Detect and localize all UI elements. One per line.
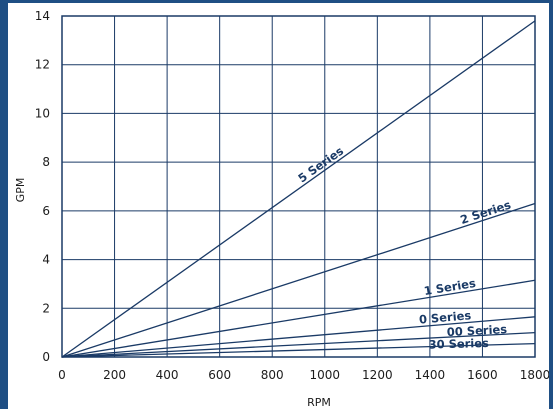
series-label: 30 Series: [428, 336, 489, 352]
x-tick-label: 400: [156, 368, 179, 382]
x-tick-label: 800: [261, 368, 284, 382]
series-line: [61, 279, 536, 358]
plot-frame: [61, 15, 536, 358]
series-line: [61, 202, 536, 358]
series-line: [61, 342, 536, 358]
series-label: 1 Series: [423, 276, 477, 298]
y-tick-label: 4: [42, 253, 50, 267]
series-label: 0 Series: [418, 308, 471, 326]
series-label: 00 Series: [446, 322, 507, 339]
y-tick-label: 10: [35, 106, 50, 120]
chart-panel: 5 Series 2 Series 1 Series 0 Series 00 Serie…: [8, 3, 549, 409]
y-tick-label: 14: [35, 9, 50, 23]
x-axis-title: RPM: [307, 396, 331, 409]
series-line: [61, 316, 536, 358]
x-tick-label: 1800: [520, 368, 549, 382]
y-axis-title: GPM: [14, 178, 27, 203]
tick-labels: 0 200 400 600 800 1000 1200 1400 1600 1800 0 2 4 6 8 10…: [35, 9, 549, 382]
x-tick-label: 1000: [310, 368, 341, 382]
series-label: 2 Series: [458, 197, 512, 227]
series-lines: [61, 20, 536, 358]
grid: [61, 15, 536, 358]
y-tick-label: 6: [42, 204, 50, 218]
x-tick-label: 1200: [362, 368, 393, 382]
y-tick-label: 0: [42, 350, 50, 364]
y-tick-label: 12: [35, 58, 50, 72]
x-tick-label: 1400: [415, 368, 446, 382]
y-tick-label: 8: [42, 155, 50, 169]
series-line: [61, 20, 536, 358]
series-label: 5 Series: [295, 144, 346, 186]
x-tick-label: 600: [208, 368, 231, 382]
x-tick-label: 0: [58, 368, 66, 382]
x-tick-label: 200: [103, 368, 126, 382]
y-tick-label: 2: [42, 301, 50, 315]
x-tick-label: 1600: [467, 368, 498, 382]
series-line: [61, 331, 536, 358]
